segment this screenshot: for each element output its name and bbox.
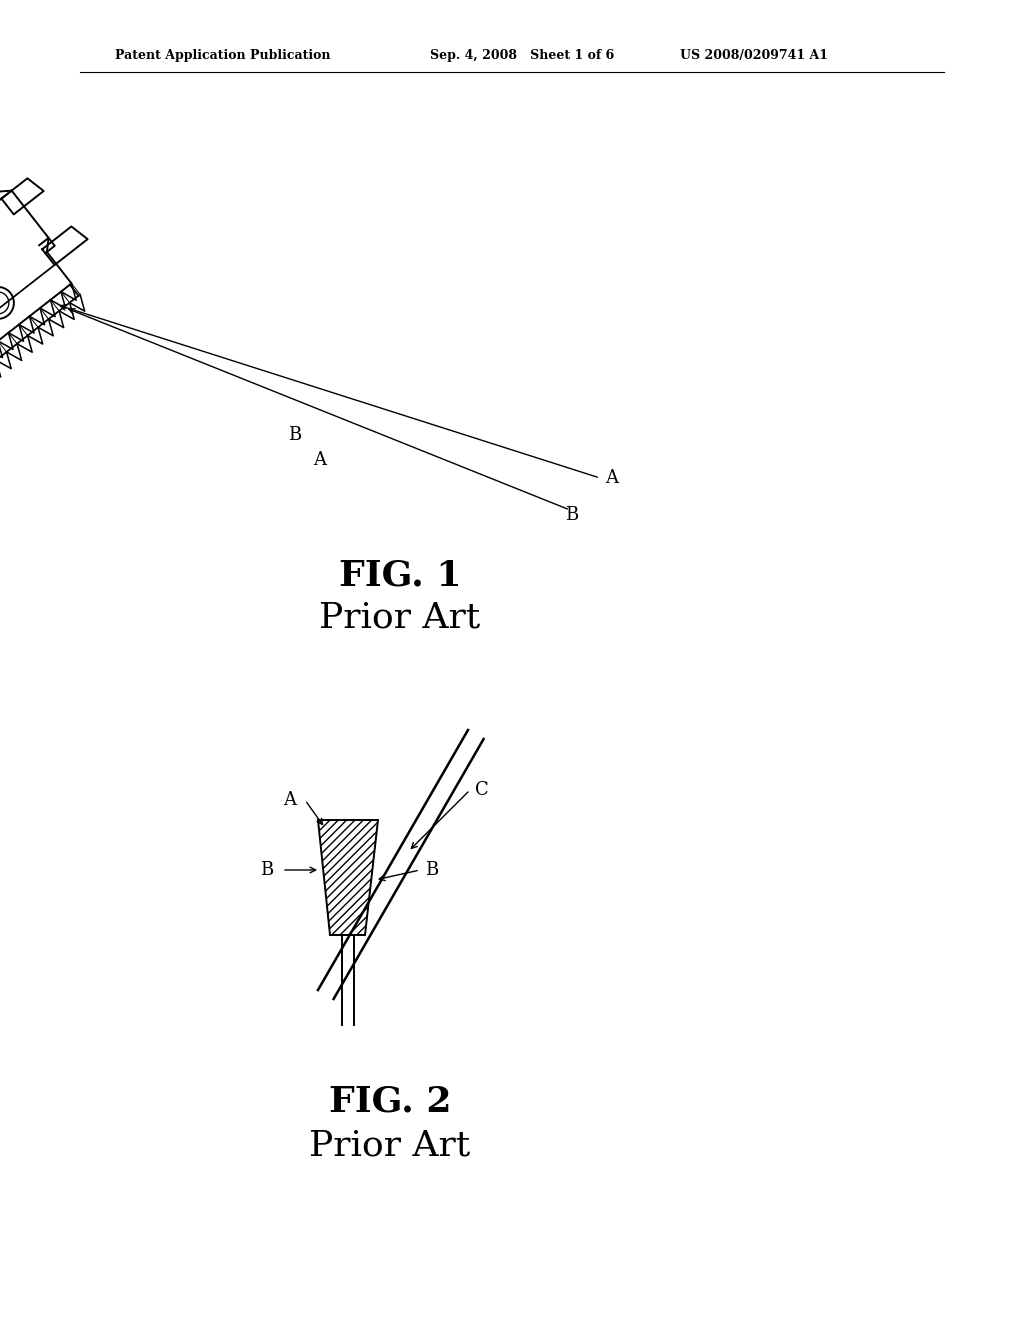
Text: FIG. 1: FIG. 1 (339, 558, 462, 591)
Text: B: B (260, 861, 273, 879)
Text: C: C (475, 781, 488, 799)
Text: Patent Application Publication: Patent Application Publication (115, 49, 331, 62)
Text: US 2008/0209741 A1: US 2008/0209741 A1 (680, 49, 828, 62)
Text: A: A (605, 469, 618, 487)
Text: A: A (313, 451, 326, 469)
Text: Sep. 4, 2008   Sheet 1 of 6: Sep. 4, 2008 Sheet 1 of 6 (430, 49, 614, 62)
Text: Prior Art: Prior Art (319, 601, 480, 634)
Text: B: B (288, 426, 301, 444)
Text: Prior Art: Prior Art (309, 1129, 471, 1162)
Text: FIG. 2: FIG. 2 (329, 1085, 452, 1119)
Text: B: B (425, 861, 438, 879)
Text: A: A (283, 791, 296, 809)
Text: B: B (565, 506, 579, 524)
